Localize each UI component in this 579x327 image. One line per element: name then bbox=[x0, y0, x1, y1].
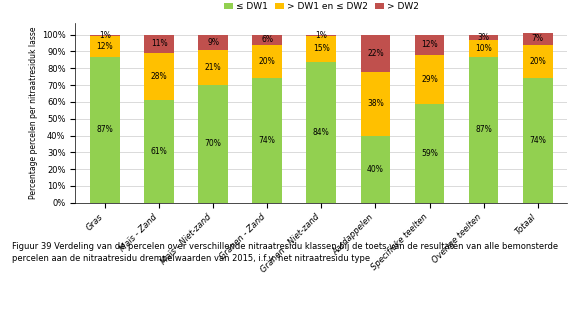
Bar bbox=[415, 104, 444, 203]
Text: 1%: 1% bbox=[99, 31, 111, 40]
Text: 20%: 20% bbox=[259, 57, 276, 66]
Bar bbox=[306, 61, 336, 203]
Text: 70%: 70% bbox=[205, 139, 222, 148]
Bar bbox=[523, 45, 552, 78]
Bar bbox=[469, 35, 499, 40]
Bar bbox=[252, 45, 282, 78]
Bar bbox=[523, 78, 552, 203]
Bar bbox=[144, 53, 174, 100]
Bar bbox=[252, 78, 282, 203]
Text: 38%: 38% bbox=[367, 99, 384, 108]
Text: 84%: 84% bbox=[313, 128, 329, 137]
Text: 1%: 1% bbox=[316, 31, 327, 40]
Bar bbox=[361, 135, 390, 203]
Bar bbox=[252, 35, 282, 45]
Y-axis label: Percentage percelen per nitraatresiduk lasse: Percentage percelen per nitraatresiduk l… bbox=[28, 26, 38, 199]
Text: 12%: 12% bbox=[421, 40, 438, 49]
Text: 40%: 40% bbox=[367, 164, 384, 174]
Text: 22%: 22% bbox=[367, 49, 384, 58]
Bar bbox=[306, 35, 336, 36]
Text: 7%: 7% bbox=[532, 34, 544, 43]
Bar bbox=[198, 35, 228, 50]
Bar bbox=[90, 57, 120, 203]
Bar bbox=[144, 100, 174, 203]
Text: 11%: 11% bbox=[151, 39, 167, 48]
Bar bbox=[90, 36, 120, 57]
Bar bbox=[198, 50, 228, 85]
Bar bbox=[90, 35, 120, 36]
Text: 87%: 87% bbox=[475, 125, 492, 134]
Bar bbox=[361, 35, 390, 72]
Text: 61%: 61% bbox=[151, 147, 167, 156]
Legend: ≤ DW1, > DW1 en ≤ DW2, > DW2: ≤ DW1, > DW1 en ≤ DW2, > DW2 bbox=[221, 0, 422, 15]
Text: 15%: 15% bbox=[313, 44, 329, 53]
Bar bbox=[361, 72, 390, 135]
Text: 87%: 87% bbox=[97, 125, 113, 134]
Bar bbox=[198, 85, 228, 203]
Text: 20%: 20% bbox=[529, 57, 546, 66]
Text: 21%: 21% bbox=[205, 63, 222, 72]
Text: 74%: 74% bbox=[529, 136, 546, 145]
Bar bbox=[523, 33, 552, 45]
Text: 10%: 10% bbox=[475, 43, 492, 53]
Bar bbox=[469, 40, 499, 57]
Text: 9%: 9% bbox=[207, 38, 219, 47]
Bar bbox=[144, 35, 174, 53]
Text: 12%: 12% bbox=[97, 42, 113, 51]
Bar bbox=[306, 36, 336, 61]
Text: 74%: 74% bbox=[259, 136, 276, 145]
Bar bbox=[469, 57, 499, 203]
Bar bbox=[415, 35, 444, 55]
Text: 29%: 29% bbox=[421, 75, 438, 84]
Text: 59%: 59% bbox=[421, 149, 438, 158]
Text: Figuur 39 Verdeling van de percelen over verschillende nitraatresidu klassen bij: Figuur 39 Verdeling van de percelen over… bbox=[12, 242, 558, 263]
Text: 3%: 3% bbox=[478, 33, 490, 42]
Text: 28%: 28% bbox=[151, 72, 167, 81]
Text: 6%: 6% bbox=[261, 35, 273, 44]
Bar bbox=[415, 55, 444, 104]
